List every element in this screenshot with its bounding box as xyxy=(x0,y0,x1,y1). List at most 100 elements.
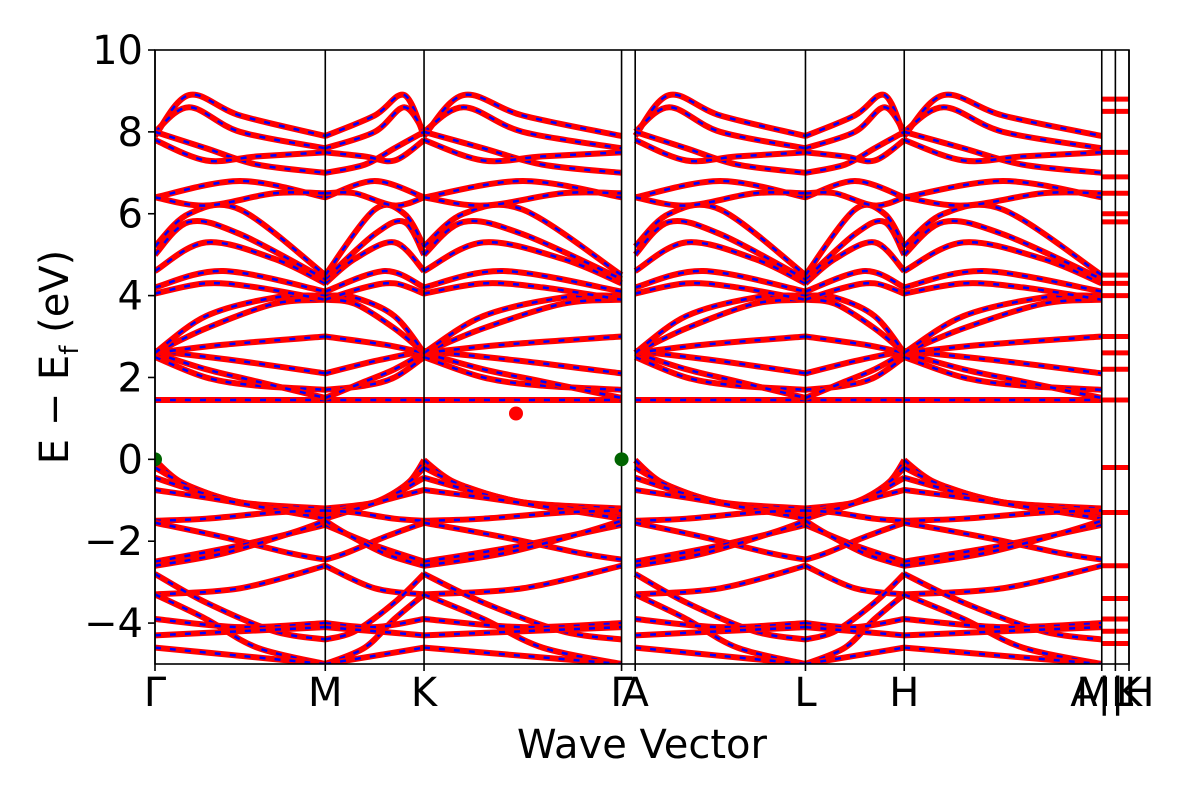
band-line-blue xyxy=(804,203,906,276)
band-line-red xyxy=(423,615,622,631)
band-line-blue xyxy=(804,519,905,567)
y-tick-label: −4 xyxy=(84,601,143,647)
band-line-blue xyxy=(903,138,1102,163)
band-line-blue xyxy=(634,203,807,277)
band-line-blue xyxy=(634,219,807,281)
band-line-blue xyxy=(423,572,622,641)
band-line-blue xyxy=(423,335,622,355)
band-line-red xyxy=(904,624,1102,639)
plot-frame xyxy=(154,49,1130,665)
band-line-blue xyxy=(805,488,905,520)
band-line-blue xyxy=(805,617,905,629)
band-line-red xyxy=(804,571,907,643)
y-axis-label-subscript: f xyxy=(55,345,85,355)
band-line-blue xyxy=(805,509,905,522)
band-line-red xyxy=(155,507,326,524)
band-line-blue xyxy=(635,335,806,355)
band-line-blue xyxy=(423,138,622,163)
band-line-red xyxy=(155,571,326,643)
band-line-blue xyxy=(423,281,622,301)
band-line-red xyxy=(155,350,326,401)
band-line-blue xyxy=(325,625,425,637)
band-line-blue xyxy=(805,130,905,175)
band-line-blue xyxy=(155,106,326,150)
band-line-blue xyxy=(423,219,623,281)
band-line-blue xyxy=(634,240,807,285)
band-line-blue xyxy=(904,519,1103,567)
band-line-blue xyxy=(155,281,326,301)
y-tick-label: 0 xyxy=(118,437,143,483)
band-line-blue xyxy=(634,269,806,293)
band-line-red xyxy=(423,624,622,639)
band-line-red xyxy=(903,189,1102,209)
band-line-blue xyxy=(423,93,622,138)
band-line-red xyxy=(634,189,806,209)
band-line-blue xyxy=(635,625,806,637)
band-line-red xyxy=(635,507,806,524)
band-line-blue xyxy=(804,93,906,138)
band-line-blue xyxy=(423,521,622,561)
band-line-blue xyxy=(325,335,425,355)
y-tick-label: 10 xyxy=(92,28,143,74)
band-line-blue xyxy=(325,294,426,354)
band-line-blue xyxy=(325,191,425,207)
band-line-blue xyxy=(805,191,905,207)
band-line-red xyxy=(155,137,326,165)
x-tick-label: K xyxy=(1116,670,1144,716)
band-line-blue xyxy=(325,509,425,522)
band-line-blue xyxy=(155,625,326,637)
x-tick-label: Γ xyxy=(610,670,633,716)
band-line-blue xyxy=(324,179,425,199)
band-line-blue xyxy=(155,269,326,293)
y-tick-label: 8 xyxy=(118,110,143,156)
band-line-blue xyxy=(634,466,806,514)
band-line-blue xyxy=(324,269,425,293)
band-line-red xyxy=(902,104,1103,152)
band-line-red xyxy=(633,591,807,664)
band-line-red xyxy=(423,644,622,664)
vbm-marker xyxy=(155,452,162,467)
band-line-red xyxy=(155,591,326,664)
y-axis: −4 −2 0 2 4 6 8 10 xyxy=(84,28,155,647)
band-line-red xyxy=(904,507,1102,524)
band-line-red xyxy=(423,562,623,598)
band-line-blue xyxy=(325,130,425,175)
band-line-blue xyxy=(634,106,806,150)
band-line-red xyxy=(323,218,427,282)
band-line-blue xyxy=(155,617,326,629)
band-line-blue xyxy=(324,203,426,276)
band-line-blue xyxy=(805,269,905,293)
band-lines xyxy=(155,91,1129,664)
band-line-blue xyxy=(903,572,1102,641)
band-line-red xyxy=(903,644,1103,664)
band-line-blue xyxy=(423,240,623,285)
band-line-red xyxy=(423,507,622,524)
band-line-blue xyxy=(324,564,425,596)
band-line-red xyxy=(324,571,427,643)
x-tick-label: Γ xyxy=(144,670,167,716)
band-line-blue xyxy=(324,106,426,150)
band-line-blue xyxy=(324,351,425,400)
band-line-blue xyxy=(423,519,622,567)
x-tick-label: M|H xyxy=(1076,670,1154,716)
band-line-blue xyxy=(805,335,905,355)
band-line-blue xyxy=(804,523,905,563)
band-line-blue xyxy=(903,240,1103,285)
band-line-blue xyxy=(155,298,326,355)
band-line-blue xyxy=(155,203,327,277)
band-line-blue xyxy=(805,139,905,163)
x-axis: Γ M K ΓA L H A|LM|HK xyxy=(144,664,1154,716)
y-axis-label: E − Ef (eV) xyxy=(32,250,85,465)
band-line-blue xyxy=(805,625,905,637)
y-tick-label: 4 xyxy=(118,274,143,320)
band-line-blue xyxy=(155,240,326,285)
band-line-blue xyxy=(805,179,905,199)
band-line-red xyxy=(423,189,622,209)
band-line-blue xyxy=(324,523,425,563)
band-line-blue xyxy=(155,488,326,520)
x-tick-label: H xyxy=(889,670,919,716)
band-line-blue xyxy=(635,488,806,520)
band-edge-markers xyxy=(155,406,629,467)
band-line-blue xyxy=(155,219,326,281)
